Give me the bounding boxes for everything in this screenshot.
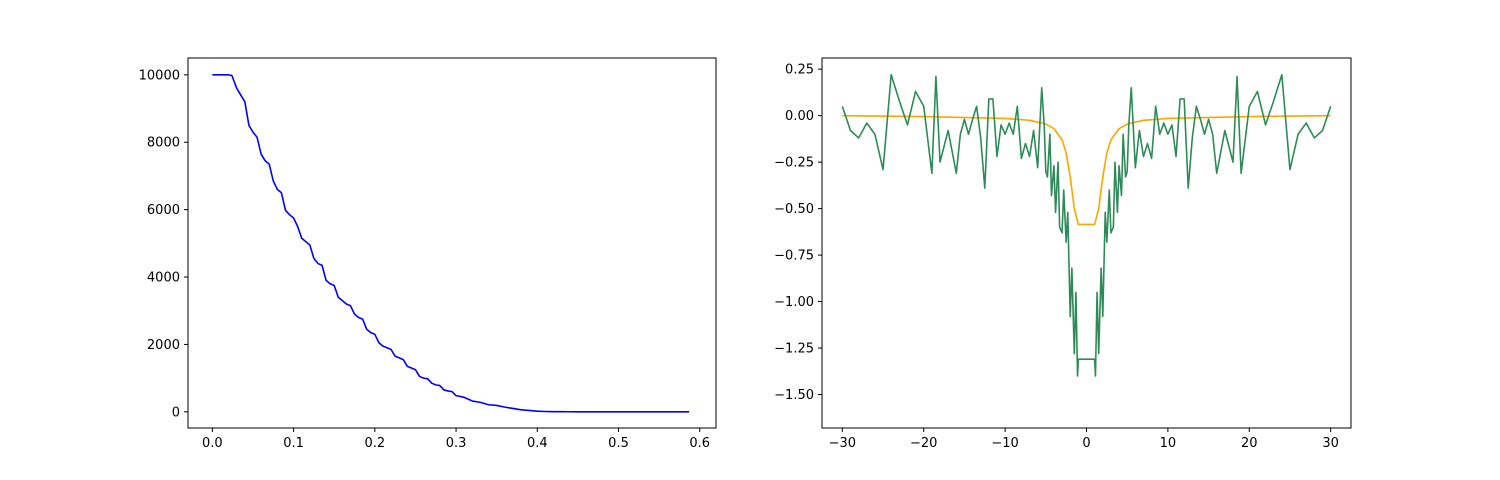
right-y-tick-label: −0.50 — [774, 202, 814, 217]
left-x-tick-label: 0.5 — [608, 436, 629, 451]
right-x-tick-label: 20 — [1241, 436, 1258, 451]
right-x-tick-label: 10 — [1160, 436, 1177, 451]
left-x-tick-label: 0.4 — [527, 436, 548, 451]
right-y-tick-label: 0.25 — [785, 63, 814, 78]
right-chart: −30 −20 −10 0 10 20 30 0.25 0.00 −0.25 −0.50 −0.75 −… — [774, 57, 1352, 451]
left-y-tick-label: 2000 — [147, 338, 180, 353]
left-y-tick-label: 8000 — [147, 136, 180, 151]
right-series-model-line — [842, 114, 1331, 226]
left-y-tick-label: 0 — [172, 405, 180, 420]
left-x-tick-label: 0.1 — [283, 436, 304, 451]
left-x-tick-label: 0.2 — [364, 436, 385, 451]
left-y-tick-label: 10000 — [139, 68, 180, 83]
right-y-tick-label: −0.25 — [774, 156, 814, 171]
right-y-tick-label: −0.75 — [774, 249, 814, 264]
left-axes-frame — [187, 57, 717, 429]
right-x-tick-label: −10 — [991, 436, 1018, 451]
left-y-tick-label: 4000 — [147, 271, 180, 286]
left-x-tick-label: 0.6 — [689, 436, 710, 451]
right-x-tick-label: 30 — [1322, 436, 1339, 451]
left-series-decay-line — [212, 74, 690, 413]
right-y-tick-label: −1.00 — [774, 295, 814, 310]
right-x-tick-label: 0 — [1082, 436, 1090, 451]
left-y-tick-label: 6000 — [147, 203, 180, 218]
right-y-tick-label: 0.00 — [785, 109, 814, 124]
right-x-tick-label: −20 — [910, 436, 937, 451]
right-y-tick-label: −1.50 — [774, 388, 814, 403]
right-series-noisy-line — [841, 73, 1332, 377]
left-chart: 0.0 0.1 0.2 0.3 0.4 0.5 0.6 0 2000 4000 6000 8000 10… — [139, 57, 717, 451]
right-y-tick-label: −1.25 — [774, 342, 814, 357]
right-x-tick-label: −30 — [829, 436, 856, 451]
left-x-tick-label: 0.3 — [446, 436, 467, 451]
left-x-tick-label: 0.0 — [202, 436, 223, 451]
